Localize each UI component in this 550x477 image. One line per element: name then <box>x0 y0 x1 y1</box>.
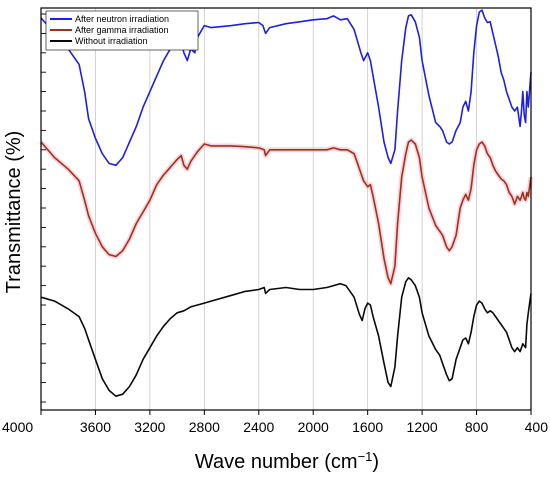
x-axis-title-superscript: −1 <box>358 449 373 464</box>
plot-frame <box>40 7 532 411</box>
x-tick-label-2800: 2800 <box>189 419 220 435</box>
y-axis-title: Transmittance (%) <box>3 131 25 294</box>
series-line-1 <box>40 9 532 167</box>
x-tick-label-2000: 2000 <box>298 419 329 435</box>
legend-label-3: Without irradiation <box>75 36 148 46</box>
x-tick-label-3200: 3200 <box>134 419 165 435</box>
x-tick-label-4000: 4000 <box>2 419 33 435</box>
series-line-2 <box>40 139 532 285</box>
x-tick-label-1600: 1600 <box>352 419 383 435</box>
series-line-3 <box>40 277 532 397</box>
vertical-gridlines <box>95 8 477 410</box>
series-group <box>39 9 534 397</box>
x-axis-title: Wave number (cm−1) <box>195 449 379 474</box>
x-tick-label-3600: 3600 <box>80 419 111 435</box>
x-tick-label-400: 400 <box>525 419 549 435</box>
x-tick-label-1200: 1200 <box>407 419 438 435</box>
legend-label-1: After neutron irradiation <box>75 14 169 24</box>
x-tick-label-800: 800 <box>465 419 489 435</box>
plot-background <box>41 8 531 410</box>
x-tick-label-2400: 2400 <box>243 419 274 435</box>
legend-label-2: After gamma irradiation <box>75 25 169 35</box>
axis-ticks: 4000 3600 3200 2800 2400 2000 1600 1200 800 400 <box>2 13 549 435</box>
